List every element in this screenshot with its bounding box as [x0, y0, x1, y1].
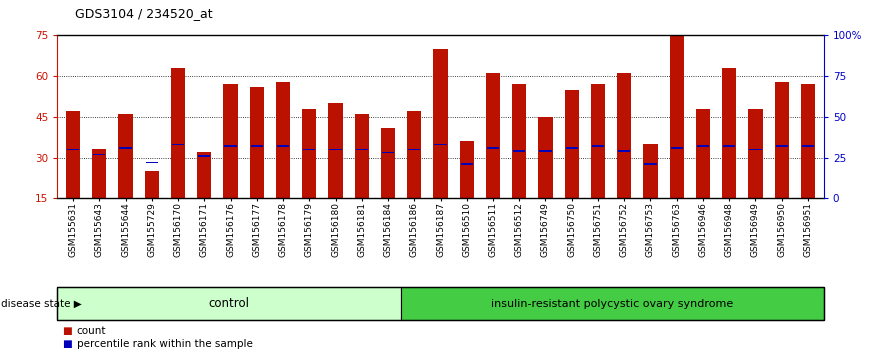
- Bar: [644, 163, 656, 165]
- Bar: [172, 144, 184, 145]
- Bar: [434, 144, 447, 145]
- Bar: [354, 114, 369, 198]
- Bar: [302, 109, 316, 198]
- Bar: [801, 84, 815, 198]
- Text: disease state ▶: disease state ▶: [1, 298, 82, 309]
- Bar: [329, 149, 342, 150]
- Text: count: count: [77, 326, 106, 336]
- Text: control: control: [209, 297, 249, 310]
- Bar: [617, 73, 632, 198]
- Bar: [565, 90, 579, 198]
- Bar: [92, 149, 107, 198]
- Bar: [120, 147, 131, 149]
- Bar: [57, 287, 401, 320]
- Bar: [618, 150, 631, 152]
- Bar: [433, 49, 448, 198]
- Bar: [460, 141, 474, 198]
- Bar: [670, 147, 683, 149]
- Text: GDS3104 / 234520_at: GDS3104 / 234520_at: [75, 7, 212, 20]
- Bar: [66, 112, 80, 198]
- Bar: [566, 147, 578, 149]
- Bar: [144, 171, 159, 198]
- Bar: [303, 149, 315, 150]
- Bar: [487, 147, 500, 149]
- Bar: [381, 128, 396, 198]
- Bar: [750, 149, 761, 150]
- Bar: [461, 163, 473, 165]
- Bar: [539, 150, 552, 152]
- Bar: [225, 145, 237, 147]
- Bar: [802, 145, 814, 147]
- Bar: [748, 109, 763, 198]
- Bar: [774, 81, 789, 198]
- Bar: [118, 114, 133, 198]
- Bar: [197, 152, 211, 198]
- Bar: [198, 155, 211, 157]
- Bar: [670, 35, 684, 198]
- Bar: [512, 84, 527, 198]
- Bar: [591, 84, 605, 198]
- Bar: [171, 68, 185, 198]
- Bar: [329, 103, 343, 198]
- Bar: [722, 68, 737, 198]
- Bar: [697, 145, 709, 147]
- Bar: [249, 87, 264, 198]
- Bar: [277, 145, 289, 147]
- Bar: [381, 152, 394, 153]
- Bar: [276, 81, 290, 198]
- Bar: [93, 154, 106, 155]
- Bar: [775, 145, 788, 147]
- Bar: [407, 112, 421, 198]
- Bar: [67, 149, 79, 150]
- Bar: [401, 287, 824, 320]
- Bar: [408, 149, 420, 150]
- Text: percentile rank within the sample: percentile rank within the sample: [77, 339, 253, 349]
- Bar: [513, 150, 525, 152]
- Bar: [145, 162, 158, 163]
- Bar: [592, 145, 604, 147]
- Bar: [485, 73, 500, 198]
- Bar: [643, 144, 658, 198]
- Text: ■: ■: [62, 326, 71, 336]
- Bar: [223, 84, 238, 198]
- Bar: [356, 149, 368, 150]
- Bar: [723, 145, 736, 147]
- Bar: [538, 117, 552, 198]
- Text: ■: ■: [62, 339, 71, 349]
- Bar: [696, 109, 710, 198]
- Bar: [250, 145, 263, 147]
- Text: insulin-resistant polycystic ovary syndrome: insulin-resistant polycystic ovary syndr…: [492, 298, 733, 309]
